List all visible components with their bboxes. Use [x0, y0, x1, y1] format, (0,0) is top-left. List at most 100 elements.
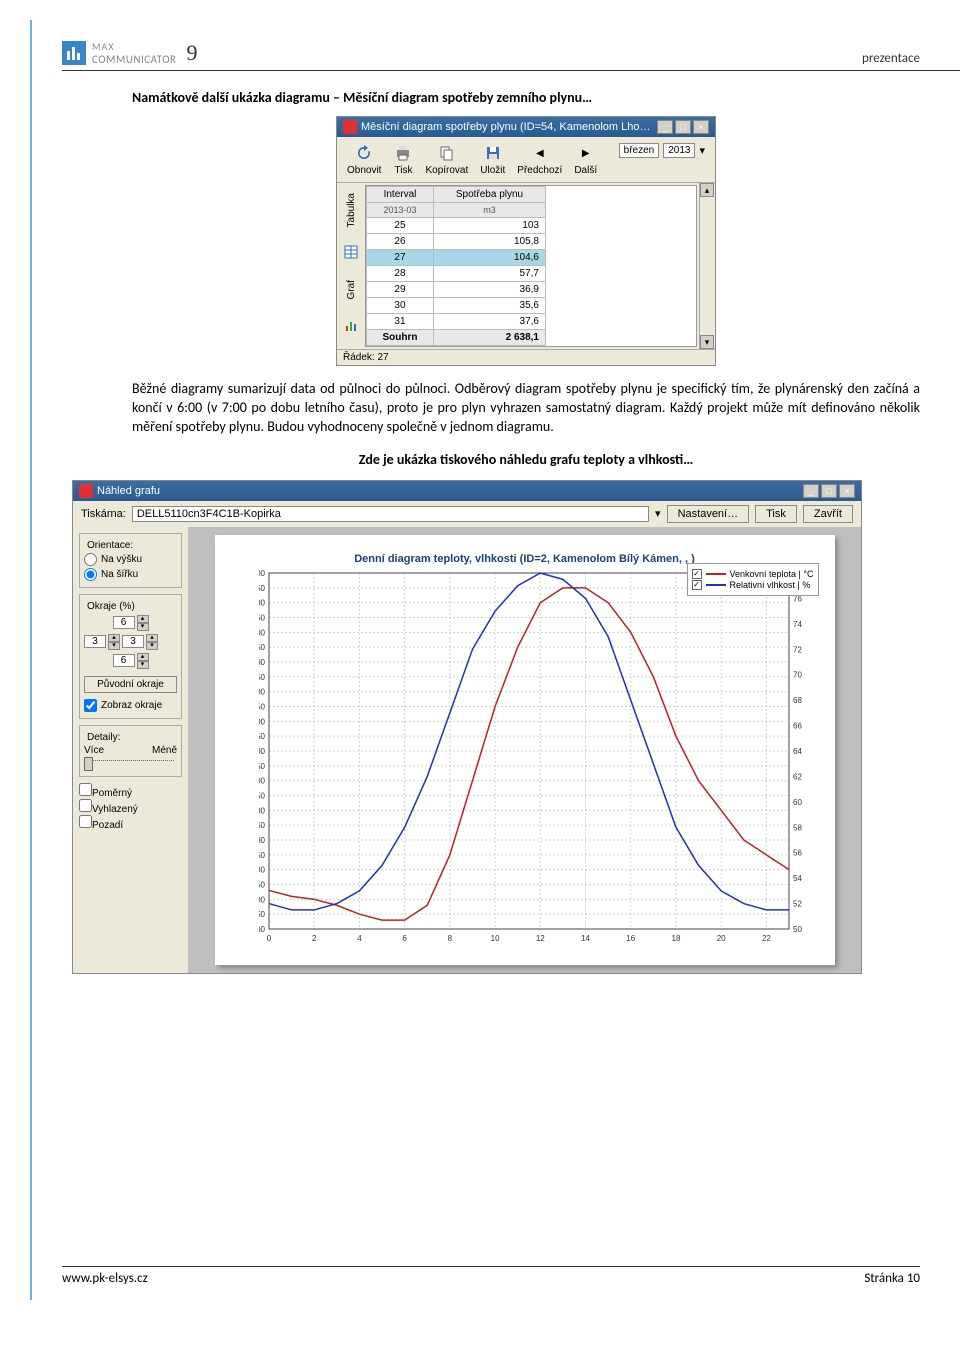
table-row[interactable]: 27104,6: [367, 250, 546, 266]
settings-button[interactable]: Nastavení…: [667, 505, 750, 523]
table-row[interactable]: 25103: [367, 218, 546, 234]
svg-text:68: 68: [793, 696, 802, 705]
svg-text:54: 54: [793, 874, 802, 883]
svg-text:60: 60: [793, 798, 802, 807]
svg-text:10,00: 10,00: [259, 895, 266, 904]
logo-icon: [62, 41, 86, 65]
svg-text:16: 16: [626, 934, 635, 943]
legend-check-2[interactable]: ✓: [692, 580, 702, 590]
scroll-down[interactable]: ▾: [700, 335, 714, 349]
show-margins-check[interactable]: Zobraz okraje: [84, 699, 177, 712]
prev-button[interactable]: ◀Předchozí: [511, 141, 568, 178]
legend-check-1[interactable]: ✓: [692, 569, 702, 579]
svg-text:18: 18: [671, 934, 680, 943]
details-group: Detaily: VíceMéně: [79, 725, 182, 777]
svg-text:21,00: 21,00: [259, 569, 266, 578]
svg-text:8: 8: [447, 934, 452, 943]
copy-button[interactable]: Kopírovat: [419, 141, 474, 178]
printer-dropdown-icon[interactable]: ▾: [655, 507, 661, 520]
orientation-group: Orientace: Na výšku Na šířku: [79, 533, 182, 588]
brand-line1: MAX: [92, 40, 176, 53]
svg-text:11,00: 11,00: [259, 865, 266, 874]
svg-text:2: 2: [311, 934, 316, 943]
tab-chart[interactable]: Graf: [344, 276, 359, 303]
margin-right[interactable]: [122, 635, 144, 648]
window-title-2: Náhled grafu: [97, 485, 799, 497]
svg-text:19,50: 19,50: [259, 613, 266, 622]
svg-text:10,50: 10,50: [259, 880, 266, 889]
status-text: Řádek: 27: [343, 352, 389, 363]
table-row[interactable]: 2936,9: [367, 282, 546, 298]
next-button[interactable]: ▶Další: [568, 141, 603, 178]
dropdown-icon[interactable]: ▾: [699, 144, 705, 157]
svg-text:64: 64: [793, 747, 802, 756]
footer-url: www.pk-elsys.cz: [62, 1271, 148, 1286]
margins-group: Okraje (%) ▴▾ ▴▾ ▴▾ ▴▾ Původní okraje Zo…: [79, 594, 182, 719]
options-sidebar: Orientace: Na výšku Na šířku Okraje (%) …: [73, 527, 188, 973]
close-button[interactable]: ×: [693, 120, 709, 134]
page-header: MAX COMMUNICATOR 9 prezentace: [62, 20, 960, 71]
detail-slider[interactable]: [84, 760, 174, 768]
svg-text:14,00: 14,00: [259, 776, 266, 785]
paragraph-1: Běžné diagramy sumarizují data od půlnoc…: [132, 380, 920, 437]
svg-text:62: 62: [793, 772, 802, 781]
table-row[interactable]: 26105,8: [367, 234, 546, 250]
refresh-button[interactable]: Obnovit: [341, 141, 387, 178]
svg-text:9,00: 9,00: [259, 925, 266, 934]
minimize-button[interactable]: _: [657, 120, 673, 134]
margin-top[interactable]: [113, 616, 135, 629]
portrait-radio[interactable]: Na výšku: [84, 553, 177, 566]
close-button-3[interactable]: Zavřít: [803, 505, 853, 523]
svg-text:11,50: 11,50: [259, 851, 266, 860]
svg-text:70: 70: [793, 670, 802, 679]
summary-label: Souhrn: [367, 330, 434, 346]
printer-select[interactable]: DELL5110cn3F4C1B-Kopirka: [132, 506, 649, 522]
svg-text:52: 52: [793, 899, 802, 908]
table-row[interactable]: 3035,6: [367, 298, 546, 314]
svg-text:15,00: 15,00: [259, 747, 266, 756]
save-icon: [483, 143, 503, 163]
svg-text:16,00: 16,00: [259, 717, 266, 726]
year-select[interactable]: 2013: [663, 143, 695, 158]
page-footer: www.pk-elsys.cz Stránka 10: [62, 1266, 920, 1286]
brand-version: 9: [186, 40, 197, 66]
background-check[interactable]: Pozadí: [79, 820, 123, 831]
table-icon: [344, 245, 358, 262]
print-button[interactable]: Tisk: [387, 141, 419, 178]
month-select[interactable]: březen: [619, 143, 660, 158]
maximize-button-2[interactable]: □: [821, 484, 837, 498]
table-row[interactable]: 2857,7: [367, 266, 546, 282]
chart-preview-window: Náhled grafu _ □ × Tiskárna: DELL5110cn3…: [72, 480, 862, 974]
titlebar-2[interactable]: Náhled grafu _ □ ×: [73, 481, 861, 501]
copy-icon: [437, 143, 457, 163]
table-row[interactable]: 3137,6: [367, 314, 546, 330]
minimize-button-2[interactable]: _: [803, 484, 819, 498]
titlebar[interactable]: Měsíční diagram spotřeby plynu (ID=54, K…: [337, 117, 715, 137]
svg-text:17,50: 17,50: [259, 673, 266, 682]
scroll-up[interactable]: ▴: [700, 183, 714, 197]
svg-text:18,00: 18,00: [259, 658, 266, 667]
landscape-radio[interactable]: Na šířku: [84, 568, 177, 581]
section-title-1: Namátkově další ukázka diagramu – Měsíčn…: [132, 89, 920, 106]
close-button-2[interactable]: ×: [839, 484, 855, 498]
window-title: Měsíční diagram spotřeby plynu (ID=54, K…: [361, 121, 653, 133]
svg-text:66: 66: [793, 721, 802, 730]
maximize-button[interactable]: □: [675, 120, 691, 134]
proportional-check[interactable]: Poměrný: [79, 788, 132, 799]
smoothed-check[interactable]: Vyhlazený: [79, 804, 138, 815]
save-button[interactable]: Uložit: [474, 141, 511, 178]
svg-text:12,50: 12,50: [259, 821, 266, 830]
margin-bottom[interactable]: [113, 654, 135, 667]
svg-text:10: 10: [490, 934, 499, 943]
print-button-2[interactable]: Tisk: [755, 505, 797, 523]
brand-logo: MAX COMMUNICATOR 9: [62, 40, 197, 66]
print-icon: [393, 143, 413, 163]
margin-left[interactable]: [84, 635, 106, 648]
svg-text:50: 50: [793, 925, 802, 934]
svg-text:56: 56: [793, 848, 802, 857]
prev-icon: ◀: [530, 143, 550, 163]
reset-margins-button[interactable]: Původní okraje: [84, 676, 177, 693]
tab-table[interactable]: Tabulka: [344, 189, 359, 231]
svg-text:74: 74: [793, 620, 802, 629]
app-icon-2: [79, 484, 93, 498]
